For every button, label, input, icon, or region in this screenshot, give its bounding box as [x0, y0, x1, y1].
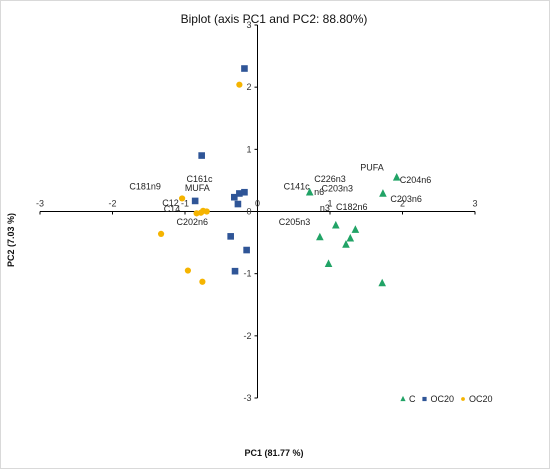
- data-point-square: [236, 190, 243, 197]
- data-point-circle: [236, 81, 243, 88]
- data-point-square: [191, 197, 199, 205]
- data-point-square: [422, 396, 427, 402]
- data-point-circle: [184, 267, 191, 274]
- data-point-triangle: [351, 225, 360, 233]
- variable-label: C202n6: [176, 217, 208, 227]
- variable-label: C141c: [284, 182, 311, 192]
- y-tick-label: -3: [243, 393, 251, 403]
- y-tick-label: 2: [246, 82, 251, 92]
- data-point-square: [231, 267, 239, 275]
- axes: -3 -2 -1 0 1 2 3 -3 -2 -1 0 1 2 3: [36, 20, 478, 403]
- variable-label: PUFA: [360, 162, 384, 172]
- data-point-square: [241, 188, 248, 196]
- variable-label: C182n6: [336, 202, 368, 212]
- data-point-triangle: [342, 240, 350, 248]
- variable-label: C181n9: [129, 182, 161, 192]
- data-point-square: [243, 246, 250, 254]
- legend-label: OC20: [469, 394, 493, 404]
- data-point-triangle: [378, 278, 386, 287]
- variable-label: C161c: [186, 174, 213, 184]
- y-tick-label: -2: [243, 331, 251, 341]
- y-axis-label: PC2 (7.03 %): [6, 213, 16, 267]
- data-point-triangle: [305, 187, 314, 196]
- data-point-triangle: [392, 173, 401, 181]
- variable-label: n3: [320, 203, 330, 213]
- data-point-square: [231, 193, 238, 201]
- x-tick-label: 3: [472, 199, 477, 209]
- x-tick-label: -3: [36, 199, 44, 209]
- variable-label: MUFA: [185, 183, 210, 193]
- data-point-circle: [199, 278, 206, 285]
- data-point-circle: [157, 230, 165, 237]
- data-point-circle: [461, 397, 465, 401]
- data-point-square: [198, 152, 205, 159]
- data-point-circle: [179, 195, 186, 202]
- data-point-triangle: [324, 259, 333, 268]
- legend-label: OC20: [431, 394, 455, 404]
- variable-label: C205n3: [279, 217, 311, 227]
- variable-label: C226n3: [314, 174, 346, 184]
- legend-label: C: [409, 394, 416, 404]
- variable-label: C14: [164, 204, 181, 214]
- x-tick-label: -1: [181, 199, 189, 209]
- variable-label: C12: [162, 198, 179, 208]
- data-point-triangle: [379, 189, 387, 197]
- data-point-square: [234, 200, 242, 208]
- data-point-circle: [193, 210, 200, 217]
- data-point-square: [227, 233, 234, 240]
- variable-label: C204n6: [400, 175, 432, 185]
- chart-title: Biplot (axis PC1 and PC2: 88.80%): [181, 12, 368, 26]
- data-point-triangle: [400, 395, 406, 402]
- data-point-triangle: [316, 232, 324, 241]
- variable-label: C203n3: [321, 183, 353, 193]
- x-tick-label: 2: [400, 199, 405, 209]
- points: [157, 65, 401, 287]
- y-tick-label: -1: [243, 269, 251, 279]
- y-tick-label: 3: [246, 20, 251, 30]
- y-tick-label: 1: [246, 144, 251, 154]
- variable-label: C203n6: [390, 194, 422, 204]
- data-point-triangle: [346, 233, 355, 242]
- legend: C OC20 OC20: [400, 394, 493, 404]
- x-tick-label: -2: [108, 199, 116, 209]
- x-axis-label: PC1 (81.77 %): [244, 448, 303, 458]
- variable-label: n6: [314, 187, 324, 197]
- data-point-triangle: [332, 220, 340, 229]
- x-tick-label: 1: [327, 199, 332, 209]
- x-tick-label: 0: [255, 199, 260, 209]
- y-tick-label: 0: [246, 207, 251, 217]
- data-point-square: [241, 65, 248, 72]
